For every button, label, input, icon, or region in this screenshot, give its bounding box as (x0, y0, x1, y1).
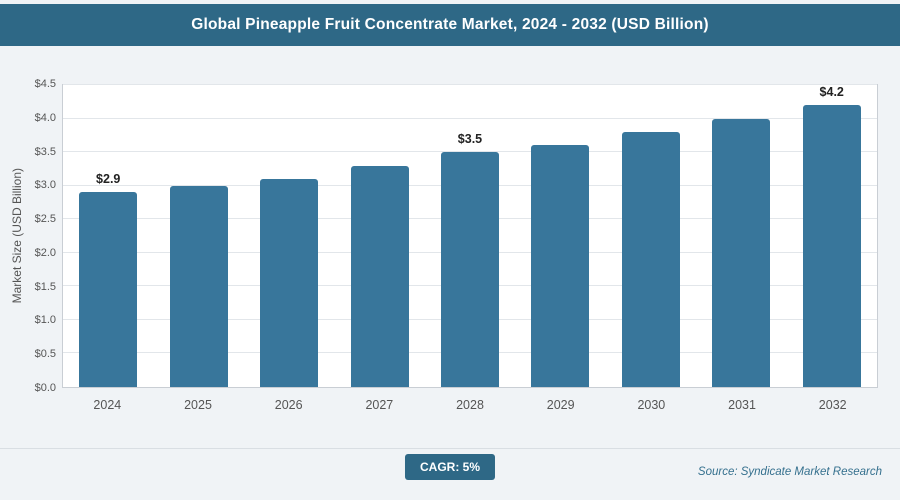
bar-value-label: $2.9 (96, 172, 121, 187)
chart-title-bar: Global Pineapple Fruit Concentrate Marke… (0, 4, 900, 46)
gridline (63, 84, 877, 85)
bar-slot (606, 85, 696, 387)
bar-2025 (169, 185, 228, 387)
bar-slot: $4.2 (787, 85, 877, 387)
y-axis-ticks: $0.0 $0.5 $1.0 $1.5 $2.0 $2.5 $3.0 $3.5 $4.0 $4.5 (0, 78, 56, 394)
bar-2027 (350, 165, 409, 387)
bar-2031 (712, 118, 771, 387)
bar-2026 (260, 178, 319, 387)
cagr-badge: CAGR: 5% (404, 454, 496, 480)
bar-slot (153, 85, 243, 387)
bar-value-label: $3.5 (457, 132, 483, 147)
source-text: Source: Syndicate Market Research (697, 466, 882, 478)
x-tick-label: 2025 (184, 398, 212, 412)
y-tick-label: $1.0 (34, 314, 56, 327)
bar-series: $2.9 $3.5 $4.2 (63, 85, 877, 387)
bar-2028 (440, 152, 499, 387)
bar-value-label: $4.2 (819, 85, 844, 100)
gridline (63, 151, 877, 153)
bar-slot: $2.9 (63, 85, 153, 387)
bar-2024 (79, 192, 138, 387)
bar-slot (244, 85, 334, 387)
x-tick-label: 2030 (637, 398, 666, 412)
x-tick-label: 2032 (818, 398, 847, 412)
y-tick-label: $4.0 (34, 111, 56, 124)
y-tick-label: $3.5 (34, 145, 56, 158)
x-tick-label: 2029 (546, 398, 575, 412)
y-tick-label: $2.0 (34, 246, 56, 259)
y-tick-label: $3.0 (34, 179, 56, 192)
y-tick-label: $0.0 (34, 382, 56, 394)
plot-area: $2.9 $3.5 $4.2 (62, 84, 878, 388)
bar-2032 (802, 105, 861, 387)
x-tick-label: 2026 (274, 398, 303, 412)
y-tick-label: $2.5 (34, 213, 56, 226)
x-tick-label: 2027 (365, 398, 394, 412)
y-tick-label: $1.5 (34, 280, 56, 293)
x-axis-ticks: 2024 2025 2026 2027 2028 2029 2030 2031 2032 (62, 392, 878, 412)
x-tick-label: 2028 (456, 398, 484, 412)
bar-slot (515, 85, 605, 387)
y-tick-label: $4.5 (34, 78, 56, 90)
bar-slot (334, 85, 424, 387)
bar-2030 (621, 131, 680, 387)
gridline (63, 117, 877, 119)
footer-divider (0, 448, 900, 449)
chart-title: Global Pineapple Fruit Concentrate Marke… (191, 16, 709, 33)
bar-slot: $3.5 (425, 85, 515, 387)
bar-slot (696, 85, 786, 387)
y-tick-label: $0.5 (34, 348, 56, 361)
x-tick-label: 2031 (728, 398, 756, 412)
x-tick-label: 2024 (93, 398, 122, 412)
bar-2029 (531, 145, 590, 387)
